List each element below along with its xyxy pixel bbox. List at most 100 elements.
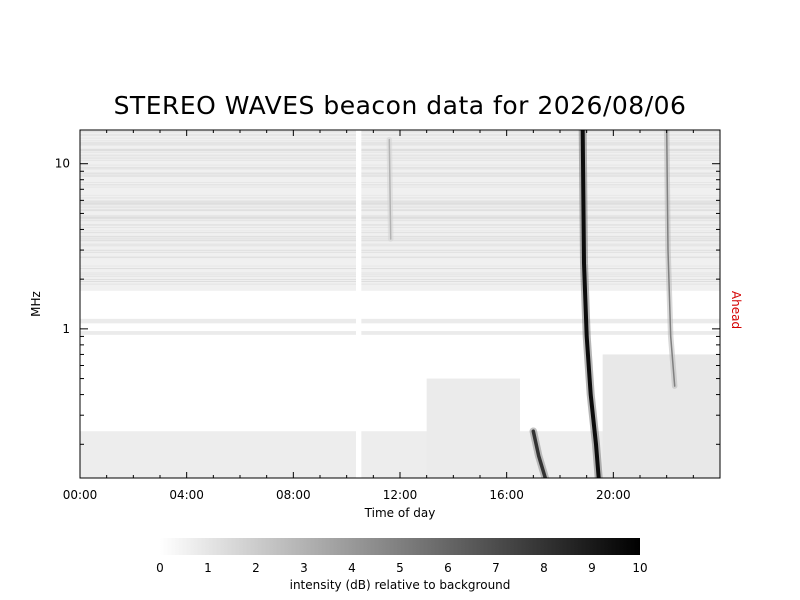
burst-1: [531, 429, 548, 478]
colorbar-tick-label: 6: [444, 561, 452, 575]
noise-line: [80, 208, 720, 210]
noise-line: [80, 232, 720, 234]
noise-line: [80, 226, 720, 228]
colorbar-tick-label: 1: [204, 561, 212, 575]
burst-2: [580, 130, 601, 478]
colorbar: [160, 538, 640, 555]
noise-line: [80, 256, 720, 258]
noise-line: [80, 197, 720, 199]
x-tick-label: 00:00: [63, 488, 98, 502]
noise-line: [80, 149, 720, 151]
noise-line: [80, 137, 720, 139]
noise-line: [80, 151, 720, 153]
noise-line: [80, 272, 720, 274]
noise-line: [80, 245, 720, 247]
noise-line: [80, 216, 720, 218]
noise-line: [80, 209, 720, 211]
y-axis-label: MHz: [29, 291, 43, 317]
noise-line: [80, 168, 720, 170]
noise-line: [80, 164, 720, 166]
y-tick-label: 1: [62, 322, 70, 336]
noise-line: [80, 257, 720, 259]
noise-line: [80, 240, 720, 242]
noise-line: [80, 143, 720, 145]
colorbar-tick-label: 4: [348, 561, 356, 575]
burst-3: [665, 130, 676, 387]
noise-line: [80, 219, 720, 221]
colorbar-tick-label: 5: [396, 561, 404, 575]
colorbar-tick-label: 8: [540, 561, 548, 575]
noise-line: [80, 200, 720, 202]
colorbar-tick-label: 10: [632, 561, 647, 575]
band-line-0.95mhz: [80, 331, 720, 335]
noise-line: [80, 217, 720, 219]
noise-line: [80, 175, 720, 177]
noise-line: [80, 159, 720, 161]
noise-line: [80, 174, 720, 176]
noise-line: [80, 142, 720, 144]
axis-ticks: 00:00 04:00 08:00 12:00 16:00 20:00 1 10: [55, 130, 720, 502]
noise-line: [80, 186, 720, 188]
noise-line: [80, 275, 720, 277]
x-tick-label: 16:00: [489, 488, 524, 502]
noise-line: [80, 194, 720, 196]
x-tick-label: 20:00: [596, 488, 631, 502]
colorbar-tick-label: 3: [300, 561, 308, 575]
noise-line: [80, 236, 720, 238]
noise-line: [80, 157, 720, 159]
band-line-1.1mhz: [80, 318, 720, 324]
noise-line: [80, 252, 720, 254]
noise-line: [80, 239, 720, 241]
noise-line: [80, 283, 720, 285]
noise-line: [80, 279, 720, 281]
noise-line: [80, 230, 720, 232]
noise-line: [80, 140, 720, 142]
noise-line: [80, 154, 720, 156]
noise-line: [80, 158, 720, 160]
colorbar-tick-label: 7: [492, 561, 500, 575]
noise-line: [80, 156, 720, 158]
noise-line: [80, 148, 720, 150]
noise-line: [80, 206, 720, 208]
colorbar-tick-label: 9: [588, 561, 596, 575]
noise-line: [80, 243, 720, 245]
noise-line: [80, 173, 720, 175]
colorbar-tick-label: 2: [252, 561, 260, 575]
noise-line: [80, 203, 720, 205]
spectrogram-area: [80, 130, 720, 478]
noise-line: [80, 202, 720, 204]
noise-line: [80, 144, 720, 146]
data-gap: [356, 130, 362, 478]
chart-title: STEREO WAVES beacon data for 2026/08/06: [114, 91, 687, 120]
noise-line: [80, 214, 720, 216]
noise-line: [80, 281, 720, 283]
noise-line: [80, 249, 720, 251]
colorbar-label: intensity (dB) relative to background: [290, 578, 511, 592]
noise-line: [80, 220, 720, 222]
faint-1: [388, 138, 392, 240]
x-tick-label: 08:00: [276, 488, 311, 502]
spacecraft-label: Ahead: [729, 291, 743, 329]
noise-line: [80, 268, 720, 270]
noise-line: [80, 265, 720, 267]
x-tick-label: 04:00: [169, 488, 204, 502]
noise-line: [80, 201, 720, 203]
noise-line: [80, 238, 720, 240]
colorbar-ticks: 0 1 2 3 4 5 6 7 8 9 10: [156, 561, 647, 575]
noise-line: [80, 182, 720, 184]
colorbar-tick-label: 0: [156, 561, 164, 575]
noise-line: [80, 205, 720, 207]
noise-line: [80, 250, 720, 252]
x-axis-label: Time of day: [364, 506, 436, 520]
noise-line: [80, 167, 720, 169]
noise-line: [80, 150, 720, 152]
band-post-burst-patch: [602, 354, 720, 478]
noise-line: [80, 274, 720, 276]
x-tick-label: 12:00: [383, 488, 418, 502]
noise-line: [80, 210, 720, 212]
y-tick-label: 10: [55, 157, 70, 171]
noise-line: [80, 224, 720, 226]
noise-line: [80, 184, 720, 186]
